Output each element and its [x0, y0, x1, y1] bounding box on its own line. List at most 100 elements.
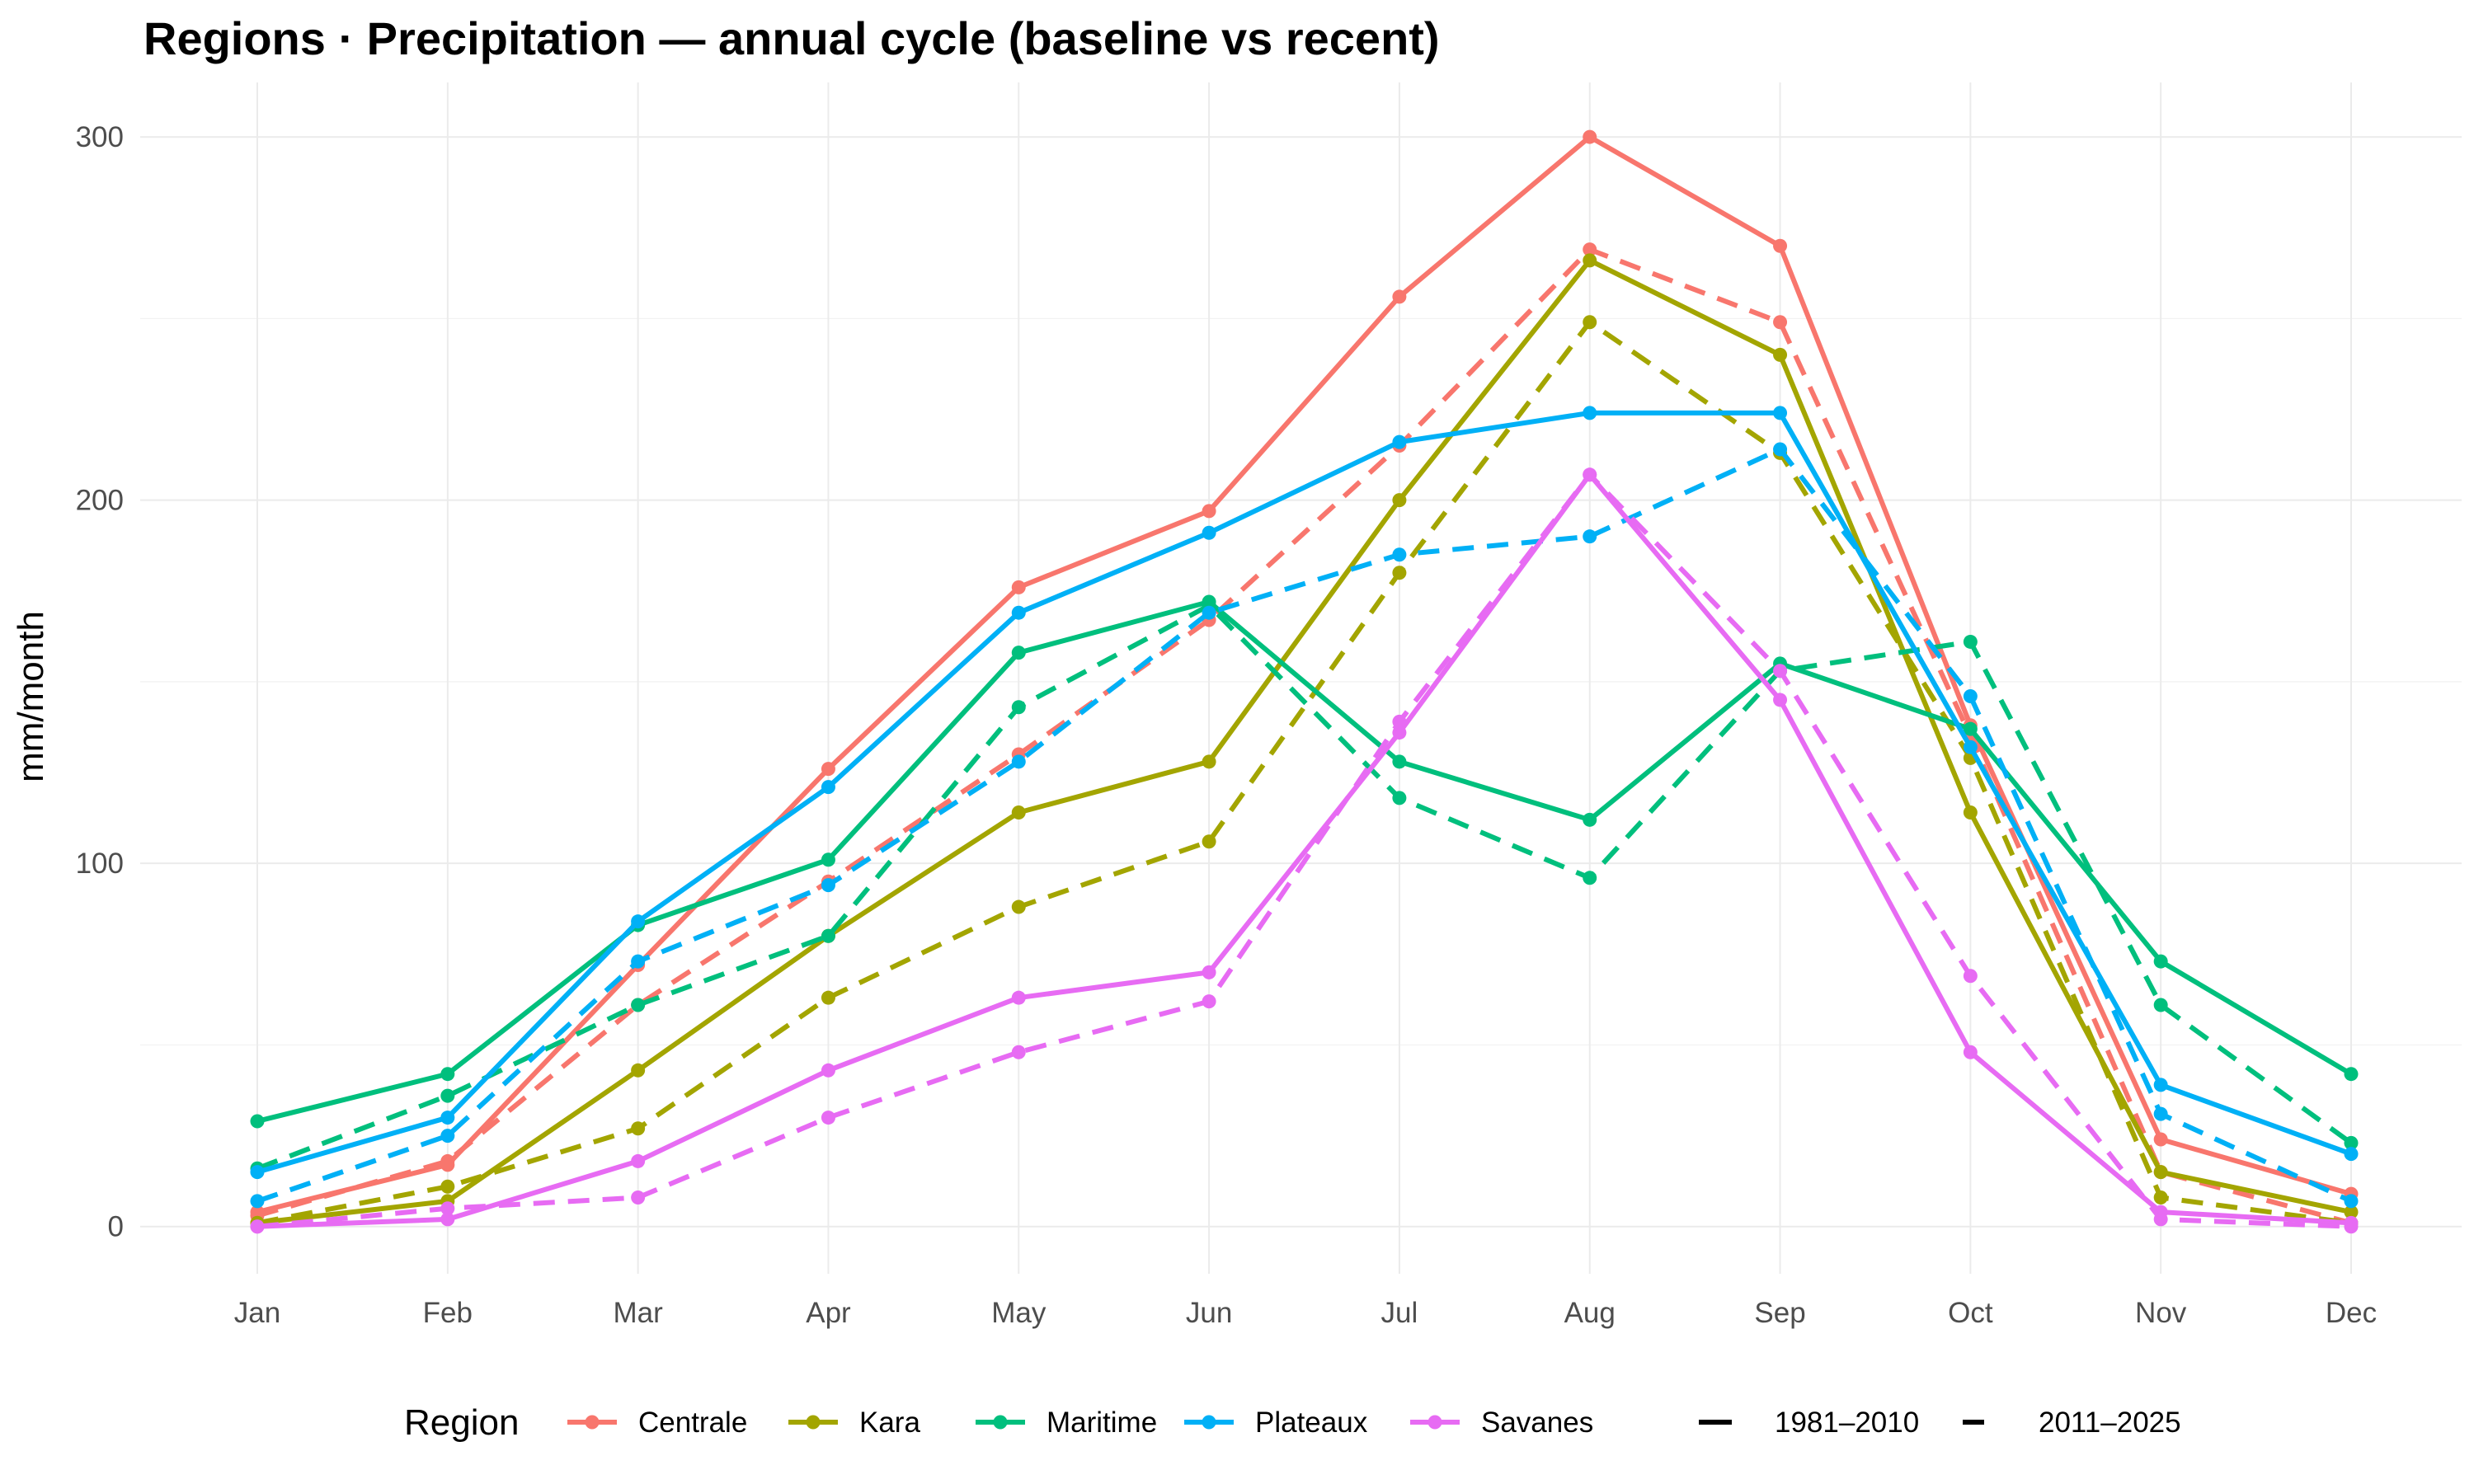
- data-point: [1773, 315, 1788, 330]
- series-line: [256, 472, 2352, 1229]
- legend-item-maritime: Maritime: [976, 1407, 1157, 1439]
- data-point: [1011, 805, 1026, 820]
- legend-label: 1981–2010: [1775, 1407, 1919, 1439]
- legend-label: Savanes: [1481, 1407, 1593, 1439]
- data-point: [1583, 871, 1597, 885]
- y-tick-label: 200: [76, 485, 124, 517]
- series-line: [256, 472, 2352, 1229]
- data-point: [1202, 605, 1216, 620]
- data-point: [1583, 315, 1597, 330]
- legend-label: Plateaux: [1255, 1407, 1368, 1439]
- series-line: [256, 257, 2352, 1226]
- data-point: [1963, 634, 1978, 649]
- series-savanes-recent: [250, 467, 2359, 1234]
- legend-title: Region: [404, 1402, 519, 1443]
- data-point: [1773, 238, 1788, 253]
- data-point: [1773, 442, 1788, 457]
- data-point: [631, 1121, 646, 1136]
- data-point: [250, 1114, 265, 1129]
- x-tick-label: Jul: [1381, 1297, 1418, 1329]
- legend-swatch-point: [585, 1415, 600, 1430]
- data-point: [1011, 899, 1026, 914]
- x-tick-label: Oct: [1948, 1297, 1993, 1329]
- data-point: [1773, 347, 1788, 362]
- legend-item-savanes: Savanes: [1410, 1407, 1593, 1439]
- legend-item-linetype: 1981–2010: [1699, 1407, 1919, 1439]
- legend: Region Centrale Kara Maritime Plateaux Savane…: [404, 1402, 2181, 1443]
- data-point: [1392, 714, 1407, 729]
- data-point: [1963, 969, 1978, 984]
- data-point: [1583, 129, 1597, 144]
- data-point: [631, 998, 646, 1012]
- series-line: [256, 410, 2353, 1175]
- data-point: [821, 878, 835, 893]
- data-point: [1011, 700, 1026, 715]
- series-centrale-recent: [250, 242, 2359, 1230]
- legend-item-kara: Kara: [788, 1407, 920, 1439]
- data-point: [1011, 1045, 1026, 1059]
- data-point: [821, 928, 835, 943]
- data-point: [1773, 406, 1788, 420]
- series-line: [256, 319, 2352, 1226]
- data-point: [821, 990, 835, 1005]
- x-tick-label: Dec: [2326, 1297, 2377, 1329]
- data-point: [2153, 1132, 2168, 1147]
- data-point: [1392, 791, 1407, 805]
- series-centrale-baseline: [250, 129, 2359, 1219]
- data-point: [2344, 1219, 2359, 1234]
- legend-swatch-point: [1427, 1415, 1442, 1430]
- legend-label: Kara: [859, 1407, 920, 1439]
- data-point: [821, 1111, 835, 1125]
- x-tick-label: Nov: [2135, 1297, 2187, 1329]
- data-point: [2153, 1190, 2168, 1205]
- data-point: [1011, 646, 1026, 660]
- data-point: [440, 1212, 455, 1227]
- data-point: [1202, 994, 1216, 1009]
- x-tick-label: Feb: [423, 1297, 473, 1329]
- data-point: [440, 1129, 455, 1144]
- data-point: [2344, 1194, 2359, 1209]
- y-axis-title: mm/month: [11, 611, 51, 782]
- data-point: [250, 1219, 265, 1234]
- data-point: [1583, 467, 1597, 482]
- data-point: [631, 954, 646, 969]
- data-point: [440, 1088, 455, 1103]
- data-point: [1963, 1045, 1978, 1059]
- data-point: [821, 780, 835, 795]
- data-point: [1011, 580, 1026, 594]
- data-point: [2344, 1067, 2359, 1082]
- x-tick-label: Jan: [234, 1297, 280, 1329]
- data-point: [440, 1067, 455, 1082]
- data-point: [2153, 1165, 2168, 1180]
- x-tick-label: Sep: [1754, 1297, 1805, 1329]
- x-tick-label: Aug: [1564, 1297, 1616, 1329]
- series-kara-baseline: [250, 253, 2359, 1230]
- legend-swatch-point: [993, 1415, 1008, 1430]
- data-point: [2153, 1078, 2168, 1092]
- data-point: [1202, 525, 1216, 540]
- data-point: [631, 914, 646, 929]
- data-point: [1583, 529, 1597, 544]
- x-tick-label: Apr: [806, 1297, 851, 1329]
- data-point: [1583, 406, 1597, 420]
- legend-label: 2011–2025: [2039, 1407, 2181, 1439]
- series-line: [256, 134, 2352, 1215]
- x-tick-label: May: [991, 1297, 1047, 1329]
- data-point: [1963, 740, 1978, 754]
- legend-item-centrale: Centrale: [567, 1407, 747, 1439]
- y-tick-label: 300: [76, 121, 124, 153]
- data-point: [821, 852, 835, 867]
- data-point: [821, 762, 835, 777]
- chart-title: Regions · Precipitation — annual cycle (…: [143, 12, 1440, 64]
- data-point: [2153, 998, 2168, 1012]
- legend-swatch-point: [806, 1415, 821, 1430]
- data-point: [821, 1063, 835, 1078]
- data-point: [631, 1063, 646, 1078]
- data-point: [440, 1201, 455, 1216]
- data-point: [2153, 1212, 2168, 1227]
- x-tick-label: Mar: [613, 1297, 663, 1329]
- data-point: [1392, 566, 1407, 580]
- data-point: [440, 1179, 455, 1194]
- data-point: [440, 1111, 455, 1125]
